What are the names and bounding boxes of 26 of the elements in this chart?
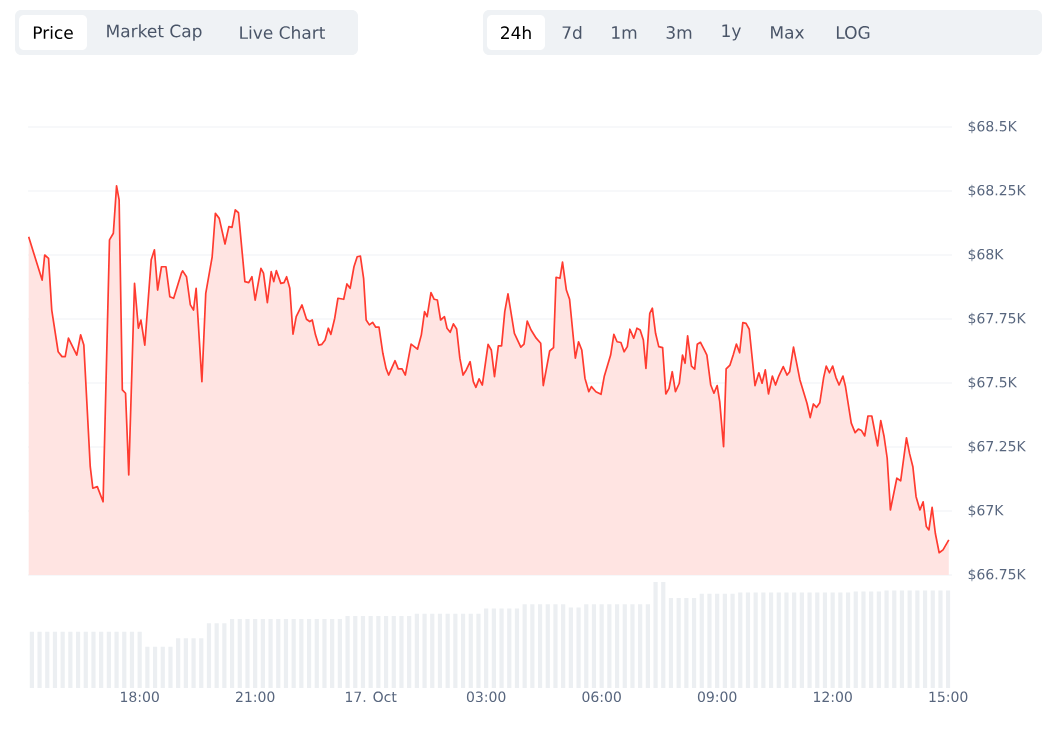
- y-tick-label: $68K: [968, 248, 1004, 262]
- text: Market Cap: [107, 24, 202, 41]
- y-tick-label: $67.75K: [968, 312, 1026, 326]
- y-tick-label: $67.5K: [968, 376, 1018, 390]
- x-tick-label: 21:00: [236, 691, 275, 703]
- x-tick-label: 15:00: [929, 691, 968, 703]
- text: 1m: [612, 26, 637, 39]
- x-tick-label: 09:00: [697, 691, 737, 703]
- y-tick-label: $68.25K: [968, 184, 1026, 198]
- text: LOG: [836, 26, 870, 39]
- text: Max: [771, 26, 805, 39]
- x-tick-label: 18:00: [121, 691, 159, 703]
- text: 24h: [501, 26, 531, 39]
- text: 1y: [722, 24, 741, 41]
- x-tick-label: 12:00: [814, 691, 852, 703]
- x-tick-label: 06:00: [582, 691, 621, 703]
- y-tick-label: $68.5K: [968, 120, 1018, 134]
- y-tick-label: $66.75K: [968, 568, 1026, 582]
- y-tick-label: $67.25K: [968, 440, 1026, 454]
- x-tick-label: 03:00: [466, 691, 506, 703]
- text: Live Chart: [240, 25, 325, 40]
- x-tick-label: 17. Oct: [345, 691, 397, 703]
- text: 3m: [666, 26, 692, 39]
- text: Price: [33, 25, 73, 40]
- text: 7d: [562, 25, 582, 40]
- y-tick-label: $67K: [968, 504, 1004, 518]
